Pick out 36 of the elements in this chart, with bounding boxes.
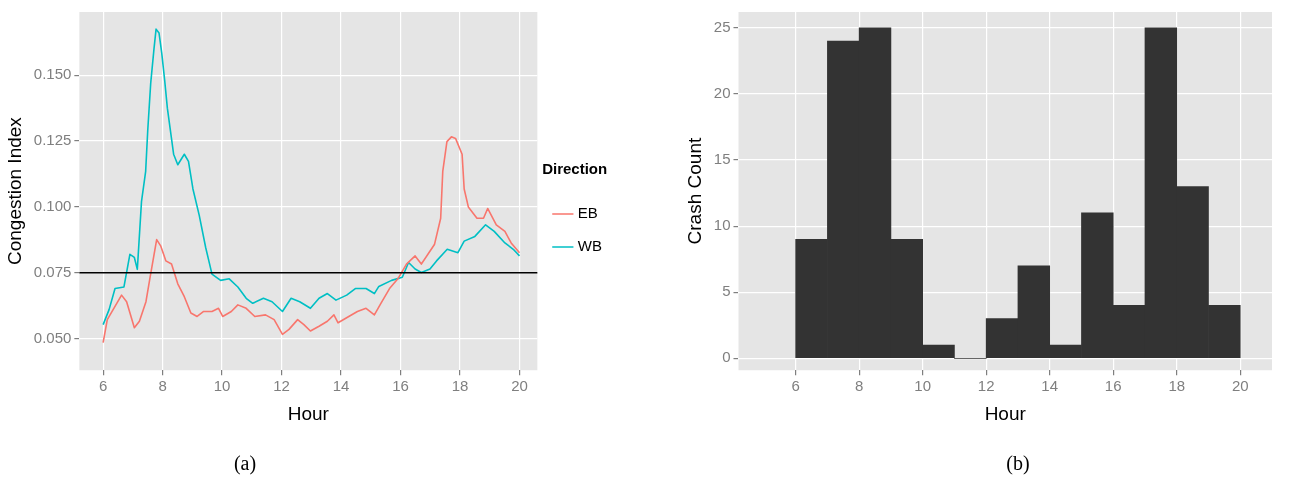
x-tick-label: 14 bbox=[1041, 377, 1059, 395]
x-tick-label: 12 bbox=[273, 377, 290, 395]
x-axis-title: Hour bbox=[287, 402, 330, 424]
x-tick-label: 6 bbox=[791, 377, 800, 395]
x-axis-title: Hour bbox=[984, 402, 1027, 424]
x-tick-label: 12 bbox=[977, 377, 995, 395]
legend-label: EB bbox=[577, 204, 598, 222]
text: (b) bbox=[1005, 452, 1031, 475]
legend-title: Direction bbox=[542, 160, 608, 178]
y-tick-label: 5 bbox=[722, 282, 731, 300]
legend-label: WB bbox=[577, 237, 603, 255]
x-tick-label: 14 bbox=[332, 377, 350, 395]
y-tick-label: 20 bbox=[713, 84, 731, 102]
x-tick-label: 8 bbox=[158, 377, 167, 395]
x-tick-label: 20 bbox=[1231, 377, 1249, 395]
x-tick-label: 18 bbox=[451, 377, 469, 395]
y-tick-label: 0.050 bbox=[33, 328, 72, 346]
y-tick-label: 0.075 bbox=[33, 262, 72, 280]
x-tick-label: 6 bbox=[98, 377, 108, 395]
y-tick-label: 25 bbox=[713, 18, 731, 35]
y-tick-label: 10 bbox=[713, 216, 731, 234]
x-tick-label: 16 bbox=[392, 377, 409, 395]
y-tick-label: 0.100 bbox=[33, 197, 72, 215]
x-tick-label: 10 bbox=[213, 377, 231, 395]
y-tick-label: 0.150 bbox=[33, 65, 72, 83]
y-tick-label: 0 bbox=[722, 348, 731, 366]
y-tick-label: 15 bbox=[713, 150, 731, 168]
x-tick-label: 20 bbox=[511, 377, 528, 395]
y-axis-title: Congestion Index bbox=[3, 116, 25, 266]
y-axis-title: Crash Count bbox=[683, 137, 705, 245]
text: (a) bbox=[232, 452, 258, 475]
x-tick-label: 18 bbox=[1168, 377, 1186, 395]
y-tick-label: 0.125 bbox=[33, 131, 72, 149]
x-tick-label: 10 bbox=[914, 377, 932, 395]
x-tick-label: 8 bbox=[854, 377, 864, 395]
x-tick-label: 16 bbox=[1104, 377, 1122, 395]
